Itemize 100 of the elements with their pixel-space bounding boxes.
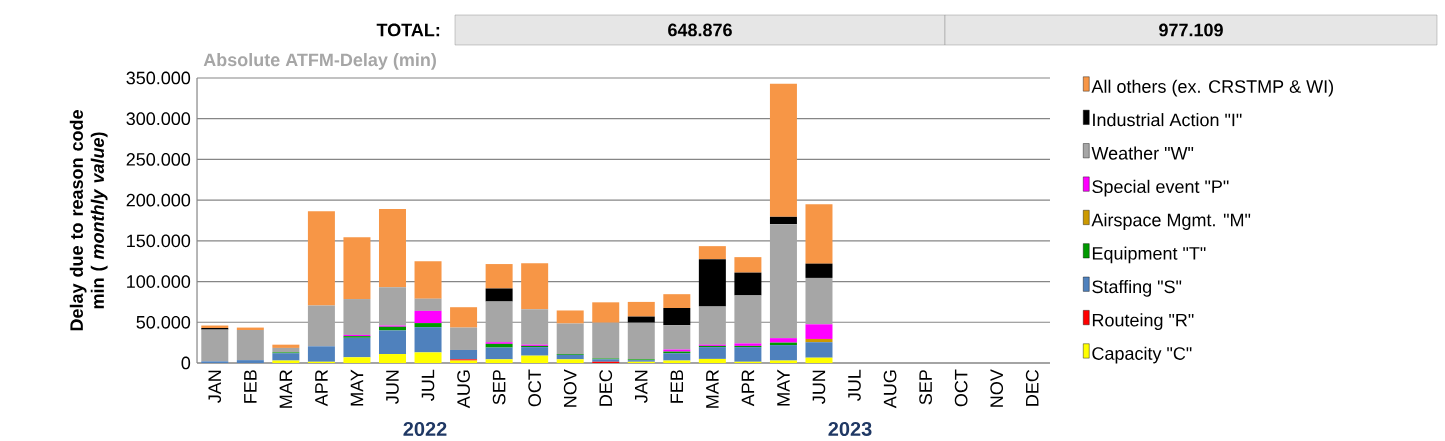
bar [485, 343, 513, 348]
y-tick-label: 150.000 [127, 234, 191, 248]
legend-label: Airspace Mgmt. "M" [1091, 213, 1251, 230]
legend-label: Special event "P" [1092, 179, 1229, 197]
y-tick-label: 200.000 [126, 193, 191, 207]
bar [378, 354, 406, 363]
bar [521, 263, 549, 310]
x-tick-label: NOV [990, 369, 1004, 407]
bar [805, 324, 833, 339]
x-tick-label: FEB [244, 370, 257, 403]
x-tick-label: JAN [634, 370, 648, 403]
bar [307, 305, 335, 347]
bar [627, 322, 655, 360]
y-tick-label: 250.000 [126, 153, 191, 166]
legend-label: Routeing "R" [1092, 313, 1194, 331]
bar [414, 352, 442, 363]
x-tick-label: MAR [706, 370, 719, 408]
x-tick-label: MAY [350, 369, 364, 406]
bar [805, 342, 833, 358]
x-tick-label: AUG [883, 370, 897, 409]
bar [485, 347, 513, 360]
y-tick-label: 100.000 [127, 275, 191, 288]
legend-label: Weather "W" [1091, 146, 1194, 160]
bar [307, 211, 335, 306]
bar [414, 323, 442, 328]
text: 2022 [403, 421, 447, 437]
bar [734, 295, 762, 344]
x-tick-label: DEC [599, 369, 613, 406]
bar [734, 257, 762, 273]
y-tick-label: 300.000 [126, 112, 191, 126]
y-tick-label: 50.000 [136, 315, 191, 329]
bar [236, 330, 264, 361]
bar [592, 322, 620, 359]
bar [769, 224, 797, 339]
bar [485, 301, 513, 343]
bar [556, 354, 584, 360]
bar [769, 216, 797, 225]
bar [734, 347, 762, 362]
bar [521, 309, 549, 345]
bar [485, 264, 513, 289]
bar [378, 330, 406, 355]
bar [592, 302, 620, 323]
x-tick-label: AUG [457, 370, 470, 409]
x-tick-label: SEP [492, 370, 506, 405]
bar [663, 353, 691, 361]
x-tick-label: JUL [421, 369, 435, 401]
x-tick-label: NOV [563, 369, 577, 407]
x-tick-label: JUN [386, 370, 399, 404]
bar [556, 310, 584, 324]
text: TOTAL: [376, 23, 440, 37]
bar [769, 83, 797, 217]
text: 977.109 [1159, 23, 1223, 37]
legend-label: Staffing "S" [1092, 279, 1182, 297]
x-tick-label: DEC [1025, 369, 1039, 406]
bar [521, 355, 549, 363]
bar [450, 349, 478, 360]
bar [663, 308, 691, 326]
bar [485, 359, 513, 363]
bar [236, 360, 264, 363]
bar [521, 347, 549, 356]
bar [414, 298, 442, 311]
bar [698, 259, 726, 307]
bar [805, 277, 833, 325]
legend-label: All others (ex. CRSTMP & WI) [1091, 79, 1334, 97]
chart-title: Absolute ATFM-Delay (min) [203, 53, 436, 70]
legend-label: Equipment "T" [1092, 246, 1206, 264]
x-tick-label: SEP [919, 370, 932, 405]
x-tick-label: FEB [670, 370, 684, 403]
x-tick-label: JAN [208, 370, 222, 403]
bar [663, 325, 691, 350]
x-tick-label: JUL [848, 369, 861, 401]
bar [343, 357, 371, 363]
y-tick-label: 350.000 [126, 71, 191, 85]
bar [343, 237, 371, 300]
x-tick-label: OCT [954, 369, 968, 407]
bar [805, 263, 833, 278]
bar [805, 357, 833, 363]
x-tick-label: APR [315, 370, 328, 407]
legend-label: Industrial Action "I" [1093, 113, 1242, 127]
x-tick-label: OCT [528, 369, 542, 407]
bar [343, 299, 371, 335]
bar [378, 287, 406, 326]
text: 2023 [828, 421, 872, 437]
bar [698, 347, 726, 359]
x-tick-label: MAR [279, 370, 293, 408]
bar [556, 323, 584, 355]
bar [201, 329, 229, 362]
bar [556, 359, 584, 363]
bar [378, 209, 406, 288]
bar [627, 301, 655, 317]
text: 648.876 [668, 23, 732, 37]
bar [698, 306, 726, 345]
bar [485, 288, 513, 302]
bar [805, 204, 833, 264]
bar [307, 346, 335, 362]
bar [414, 310, 442, 324]
bar [414, 261, 442, 299]
bar [769, 345, 797, 361]
bar [343, 337, 371, 358]
bar [450, 327, 478, 350]
